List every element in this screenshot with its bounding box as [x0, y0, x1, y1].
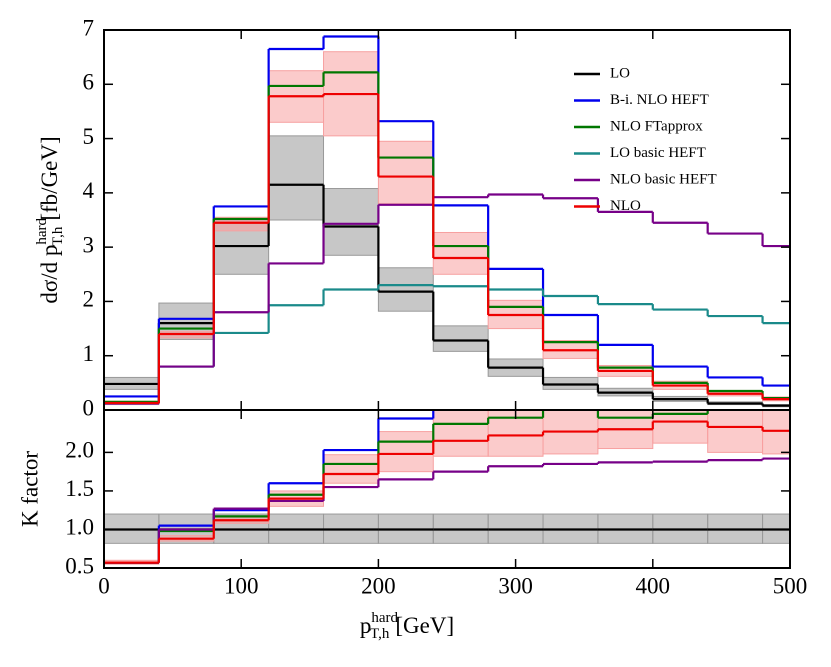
- bottom-plot: [104, 410, 790, 565]
- axis-label: phard T,h [GeV]: [360, 610, 454, 642]
- y-tick-label: 1.5: [65, 476, 94, 501]
- y-tick-label: 6: [83, 70, 95, 95]
- legend-label: LO basic HEFT: [610, 145, 706, 161]
- error-band: [377, 267, 434, 312]
- y-tick-label: 2: [83, 287, 95, 312]
- axis-label: K factor: [17, 451, 42, 527]
- y-tick-label: 7: [83, 15, 95, 40]
- legend-label: B-i. NLO HEFT: [610, 92, 709, 108]
- x-tick-label: 0: [98, 573, 110, 598]
- error-band: [432, 231, 489, 275]
- axis-label-part: hard: [34, 217, 50, 244]
- y-tick-label: 4: [83, 178, 95, 203]
- error-band: [377, 140, 434, 205]
- legend-label: NLO: [610, 198, 641, 214]
- frame: [103, 29, 791, 411]
- error-band: [268, 135, 325, 221]
- axis-label-part: [fb/GeV]: [37, 136, 62, 220]
- x-tick-label: 100: [224, 573, 259, 598]
- step-connector: [157, 421, 764, 563]
- y-tick-label: 0: [83, 395, 95, 420]
- error-band: [323, 454, 379, 484]
- axis-label-part: dσ/d p: [37, 245, 62, 304]
- axis-label-part: hard: [371, 610, 398, 626]
- error-band: [323, 188, 379, 256]
- axis-label-part: T,h: [50, 226, 66, 246]
- error-band: [652, 410, 709, 444]
- x-tick-label: 300: [498, 573, 533, 598]
- y-tick-label: 3: [83, 232, 95, 257]
- legend-label: NLO FTapprox: [610, 118, 703, 134]
- top-plot: [104, 35, 790, 408]
- x-tick-label: 500: [773, 573, 808, 598]
- error-band: [432, 410, 489, 457]
- x-tick-label: 200: [361, 573, 396, 598]
- error-band: [377, 431, 434, 473]
- axis-label-part: T,h: [370, 626, 390, 642]
- axis-label-part: [GeV]: [395, 613, 454, 638]
- x-tick-label: 400: [636, 573, 671, 598]
- step-connector: [157, 94, 764, 403]
- y-tick-label: 5: [83, 124, 95, 149]
- y-tick-label: 1: [83, 341, 95, 366]
- error-band: [542, 410, 599, 455]
- axis-label-part: p: [360, 613, 372, 638]
- y-tick-label: 0.5: [65, 553, 94, 578]
- legend-label: NLO basic HEFT: [610, 171, 717, 187]
- error-band: [762, 410, 790, 455]
- y-tick-label: 1.0: [65, 515, 94, 540]
- axis-label: dσ/d phardT,h [fb/GeV]: [34, 136, 66, 303]
- error-band: [707, 410, 764, 453]
- legend-label: LO: [610, 65, 630, 81]
- frame: [103, 409, 791, 569]
- error-band: [432, 325, 489, 352]
- y-tick-label: 2.0: [65, 438, 94, 463]
